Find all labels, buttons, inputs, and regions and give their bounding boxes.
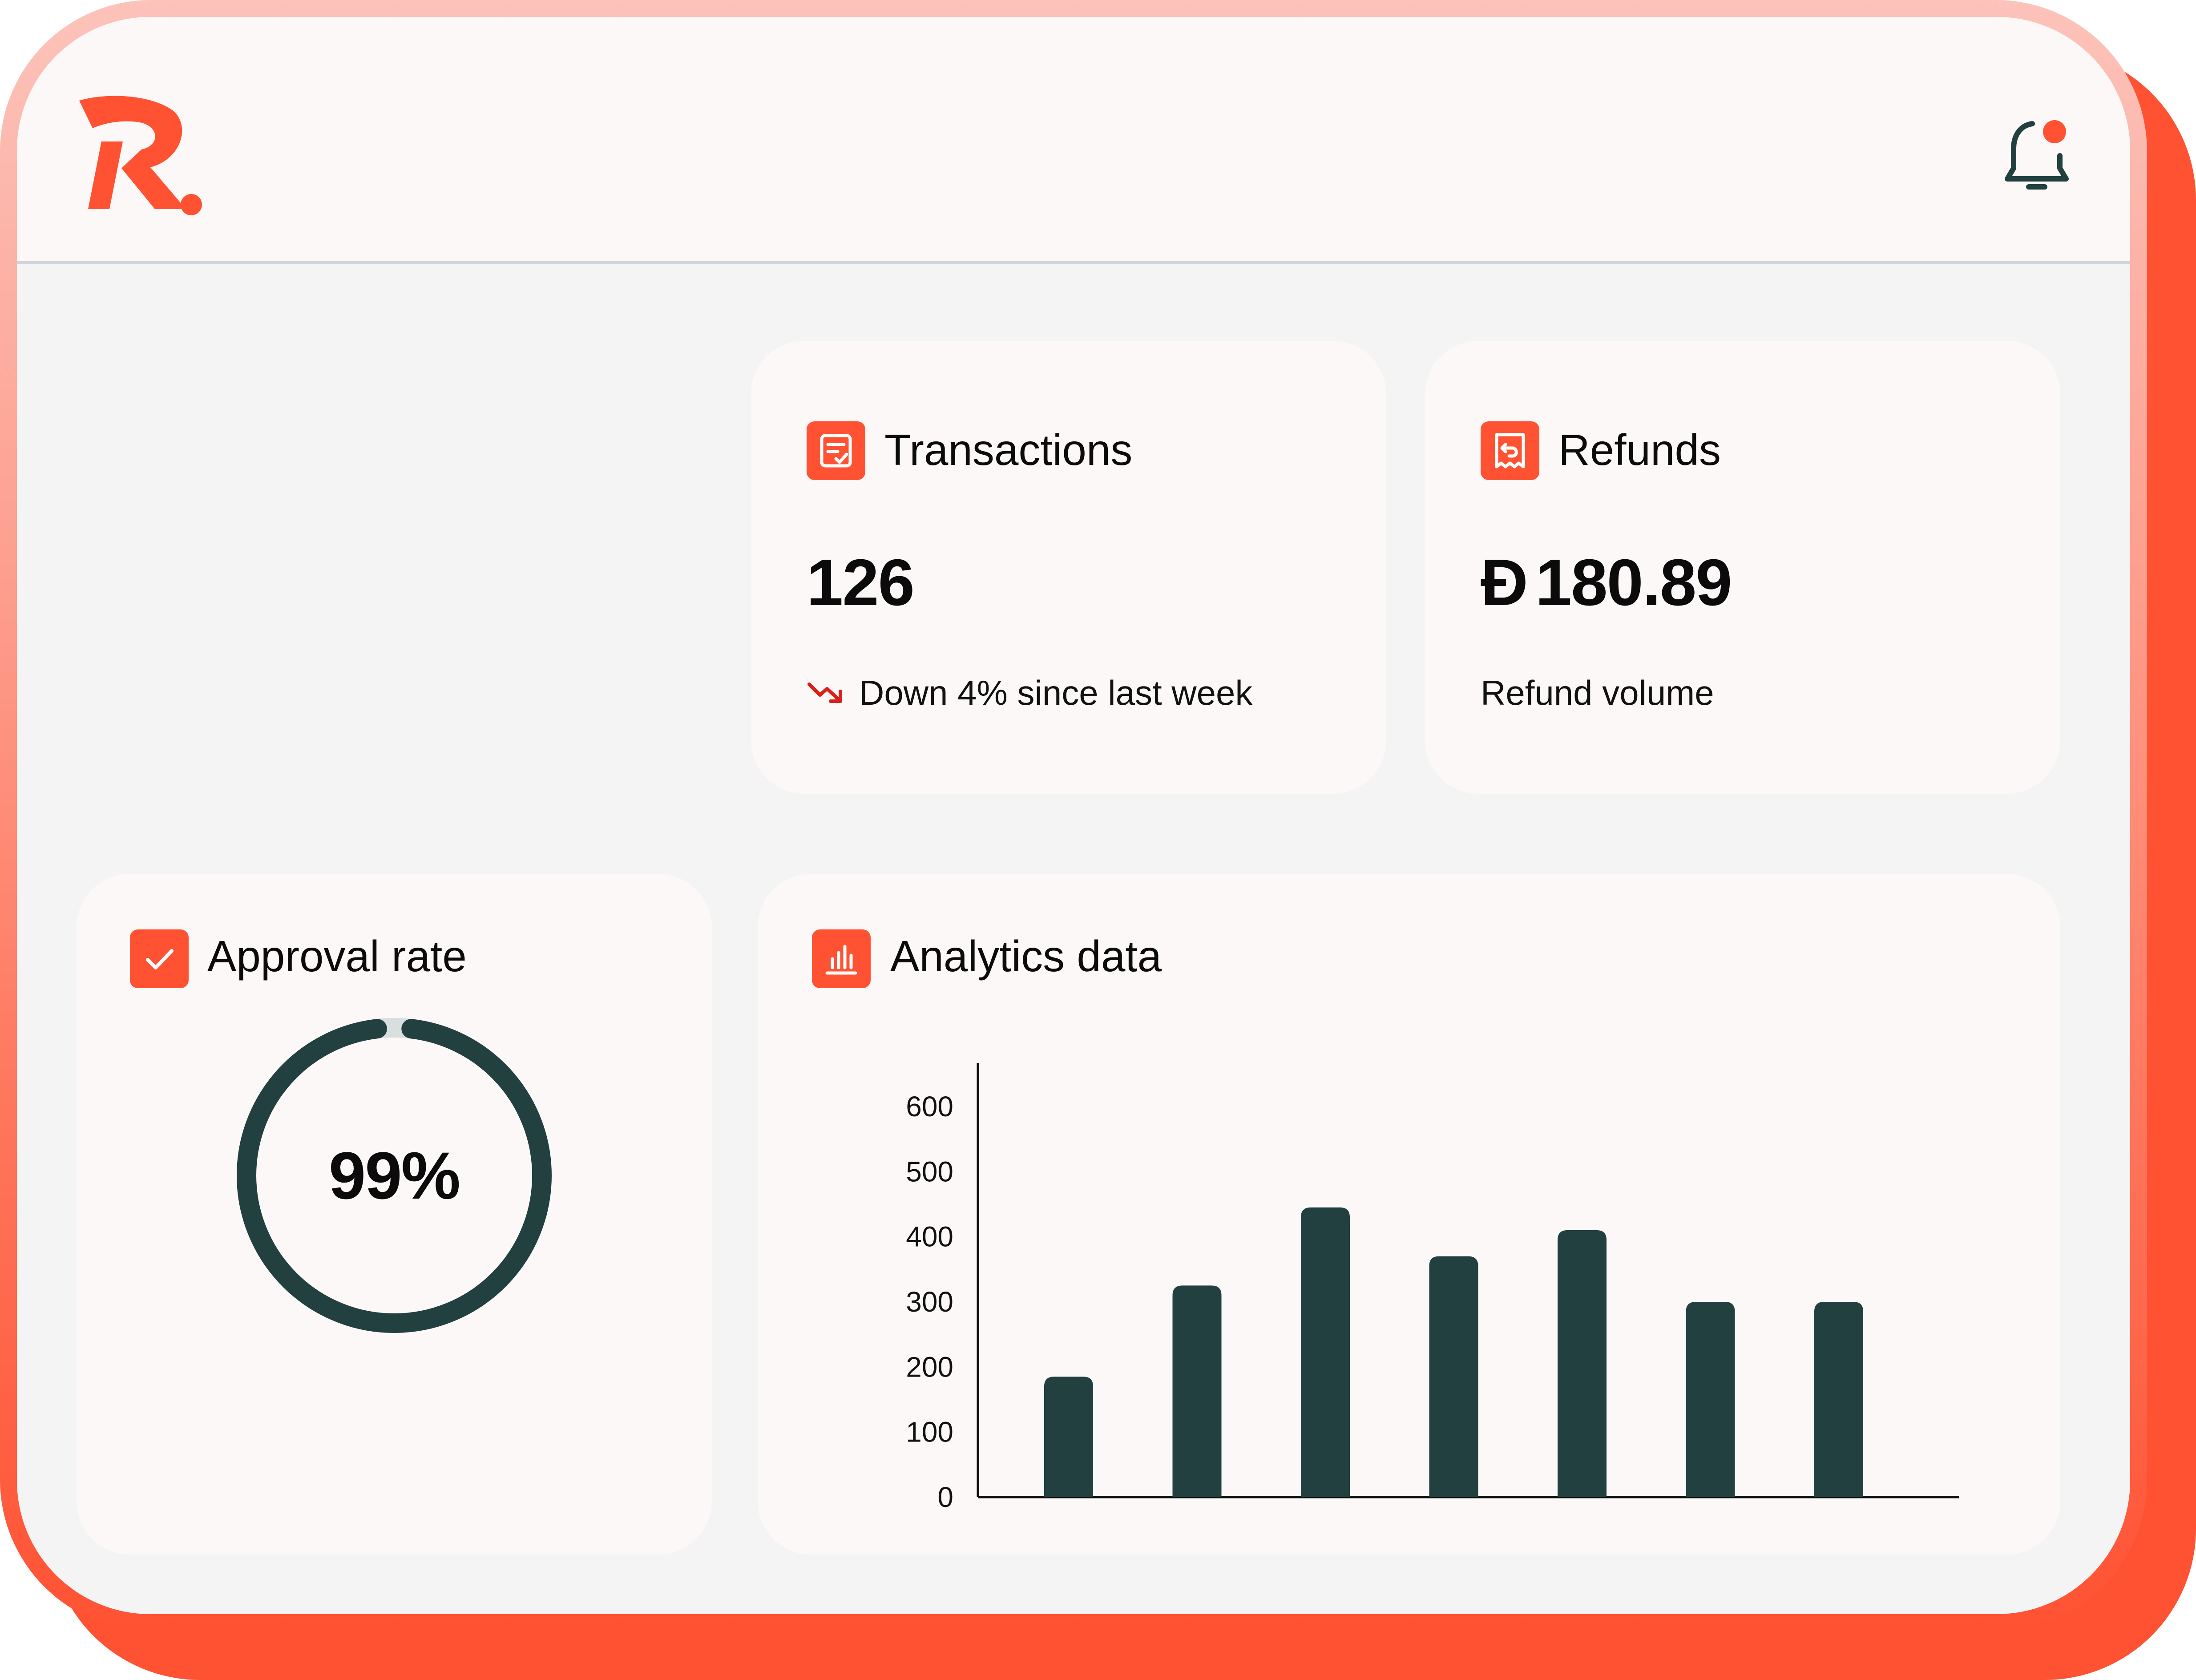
bar-chart: 0 100 200 300 400 500 600 [906, 1063, 1959, 1513]
refund-amount: Đ 180.89 [1481, 550, 1732, 616]
chart-bar [1558, 1230, 1607, 1497]
card-title: Transactions [884, 425, 1133, 474]
donut-progress-arc [237, 1018, 552, 1333]
chart-bar [1172, 1285, 1222, 1497]
y-tick-label: 500 [906, 1155, 953, 1187]
app-window: Transactions 126 Down 4% since last week… [17, 17, 2130, 1614]
receipt-check-icon [807, 421, 865, 480]
chart-bar [1044, 1377, 1093, 1497]
bell-icon[interactable] [2001, 115, 2077, 199]
chart-bar [1814, 1302, 1863, 1497]
device-frame: Transactions 126 Down 4% since last week… [0, 0, 2147, 1631]
checkmark-icon [130, 929, 189, 988]
y-tick-label: 400 [906, 1221, 953, 1253]
notification-dot [2043, 120, 2066, 143]
currency-symbol: Đ [1481, 546, 1528, 619]
refund-caption: Refund volume [1481, 673, 1714, 712]
receipt-refund-icon [1481, 421, 1539, 480]
refunds-card: Refunds Đ 180.89 Refund volume [1425, 341, 2060, 794]
y-tick-label: 100 [906, 1416, 953, 1448]
chart-bar [1301, 1207, 1350, 1497]
y-tick-label: 0 [937, 1481, 953, 1513]
trend-down-icon [807, 682, 842, 703]
y-tick-label: 300 [906, 1286, 953, 1318]
transactions-card: Transactions 126 Down 4% since last week [751, 341, 1386, 794]
card-title: Approval rate [207, 932, 467, 981]
approval-rate-card: Approval rate 99% [77, 874, 712, 1555]
y-tick-label: 200 [906, 1351, 953, 1383]
card-title: Refunds [1558, 425, 1721, 474]
analytics-card: Analytics data 0 100 200 300 400 500 600 [758, 874, 2060, 1555]
approval-donut [237, 1018, 552, 1333]
transactions-count: 126 [807, 546, 915, 619]
top-bar [17, 17, 2130, 264]
y-tick-label: 600 [906, 1090, 953, 1123]
trend-text: Down 4% since last week [859, 673, 1253, 712]
r-logo-icon[interactable] [75, 93, 204, 226]
refund-value: 180.89 [1535, 546, 1732, 619]
approval-value: 99% [328, 1138, 460, 1213]
bar-chart-icon [812, 929, 871, 988]
card-title: Analytics data [890, 932, 1162, 981]
chart-bar [1429, 1256, 1478, 1497]
chart-bar [1686, 1302, 1735, 1497]
